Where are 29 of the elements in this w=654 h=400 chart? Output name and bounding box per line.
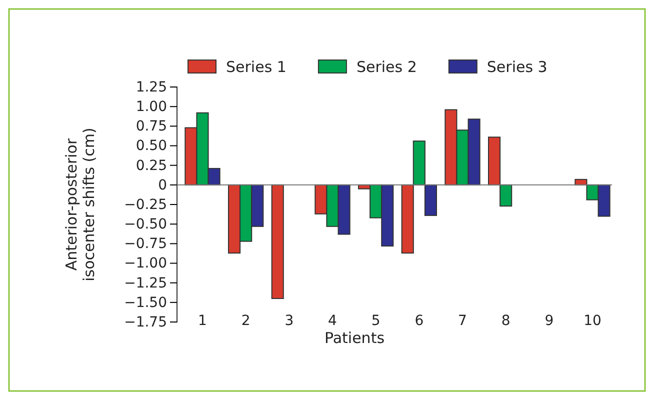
- y-tick-label: −1.25: [124, 275, 167, 292]
- y-tick-label: −1.00: [124, 256, 167, 272]
- y-tick-label: 0: [158, 177, 167, 194]
- y-tick-label: −1.75: [124, 314, 167, 330]
- bar: [271, 184, 284, 299]
- x-tick-label: 3: [284, 312, 294, 329]
- y-tick-label: −0.50: [124, 216, 167, 233]
- y-axis-title: Anterior-posterior isocenter shifts (cm): [62, 128, 98, 282]
- legend-label: Series 3: [486, 58, 548, 76]
- legend-label: Series 2: [356, 58, 417, 76]
- x-tick-label: 10: [584, 312, 602, 329]
- x-axis-title: Patients: [324, 329, 385, 347]
- x-tick-label: 7: [458, 312, 467, 329]
- x-tick-label: 2: [241, 312, 250, 329]
- x-tick-label: 5: [371, 312, 380, 329]
- y-tick-label: −0.75: [124, 236, 167, 252]
- x-tick-label: 8: [501, 312, 510, 329]
- x-tick-label: 4: [328, 312, 338, 329]
- y-tick-label: 1.25: [136, 79, 167, 96]
- x-tick-label: 1: [198, 312, 207, 329]
- y-tick-label: 0.75: [136, 118, 167, 135]
- y-tick-label: −1.50: [124, 294, 167, 311]
- y-tick-label: 0.50: [136, 138, 167, 154]
- y-tick-label: 1.00: [136, 99, 167, 116]
- y-tick-label: 0.25: [136, 158, 167, 174]
- x-tick-label: 6: [414, 312, 424, 329]
- x-tick-label: 9: [544, 312, 554, 329]
- y-tick-label: −0.25: [124, 196, 167, 213]
- legend-label: Series 1: [226, 58, 286, 76]
